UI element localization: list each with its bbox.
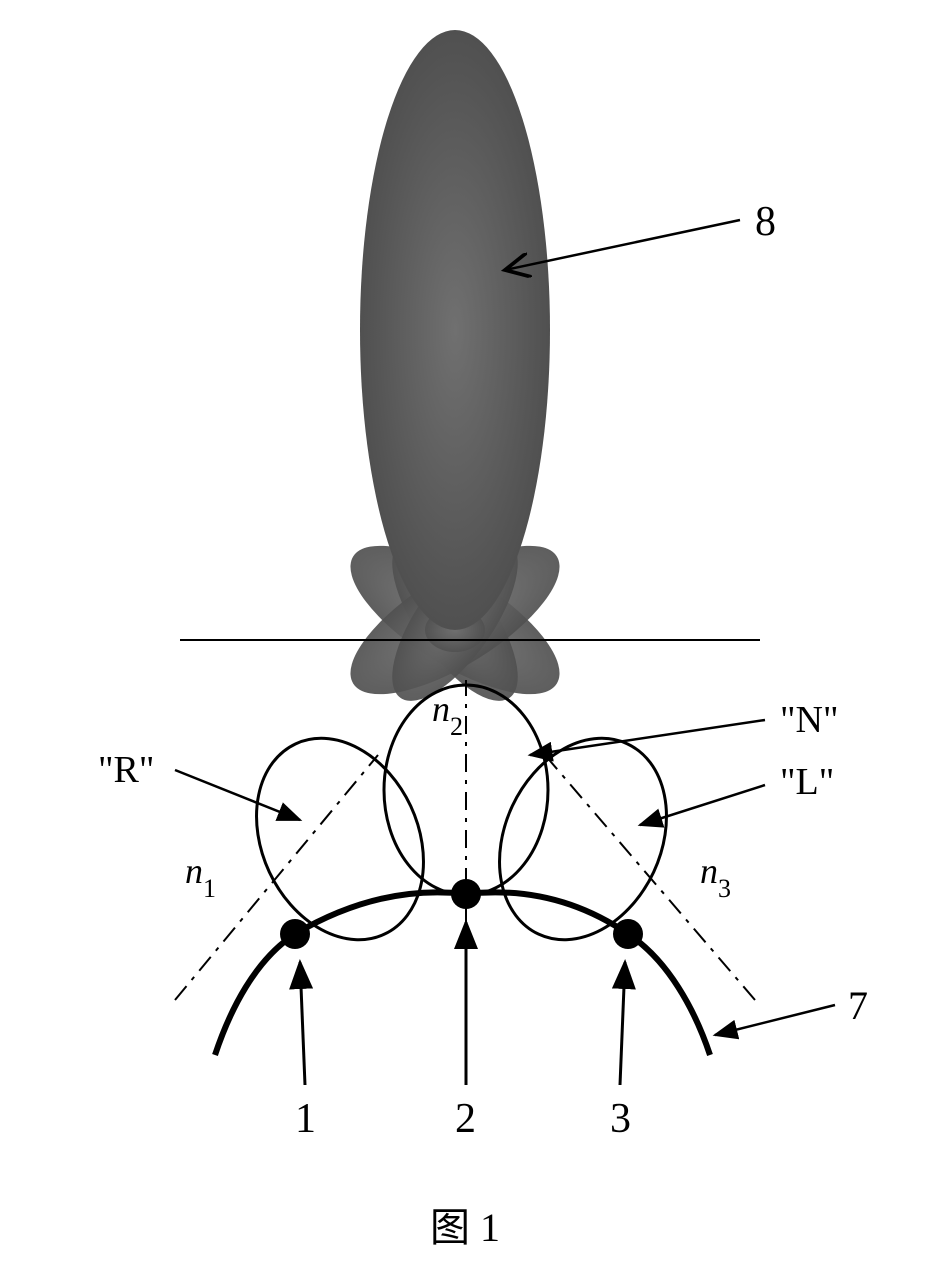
region-label-R: "R" <box>98 748 154 792</box>
region-label-L: "L" <box>780 760 834 804</box>
diagram-svg <box>0 0 952 1268</box>
node-2 <box>451 879 481 909</box>
figure-caption: 图 1 <box>430 1195 500 1253</box>
axis-label-n2: n2 <box>432 688 463 736</box>
leader-7 <box>715 1005 835 1035</box>
ellipse-L <box>468 711 698 967</box>
ref-label-3: 3 <box>610 1095 631 1143</box>
curved-surface <box>215 892 710 1055</box>
node-3 <box>613 919 643 949</box>
leader-R <box>175 770 300 820</box>
figure-container: 8 "R" "N" "L" n1 n2 n3 7 1 2 3 图 1 <box>0 0 952 1268</box>
axis-label-n3: n3 <box>700 850 731 898</box>
node-1 <box>280 919 310 949</box>
leader-N <box>530 720 765 755</box>
ellipse-R <box>225 711 455 967</box>
ref-label-1: 1 <box>295 1095 316 1143</box>
ref-label-2: 2 <box>455 1095 476 1143</box>
ref-label-7: 7 <box>848 982 868 1029</box>
ref-label-8: 8 <box>755 198 776 246</box>
region-label-N: "N" <box>780 698 838 742</box>
ref-arrow-3 <box>620 962 625 1085</box>
axis-label-n1: n1 <box>185 850 216 898</box>
radiation-pattern <box>329 30 580 722</box>
leader-L <box>640 785 765 825</box>
ref-arrow-1 <box>300 962 305 1085</box>
